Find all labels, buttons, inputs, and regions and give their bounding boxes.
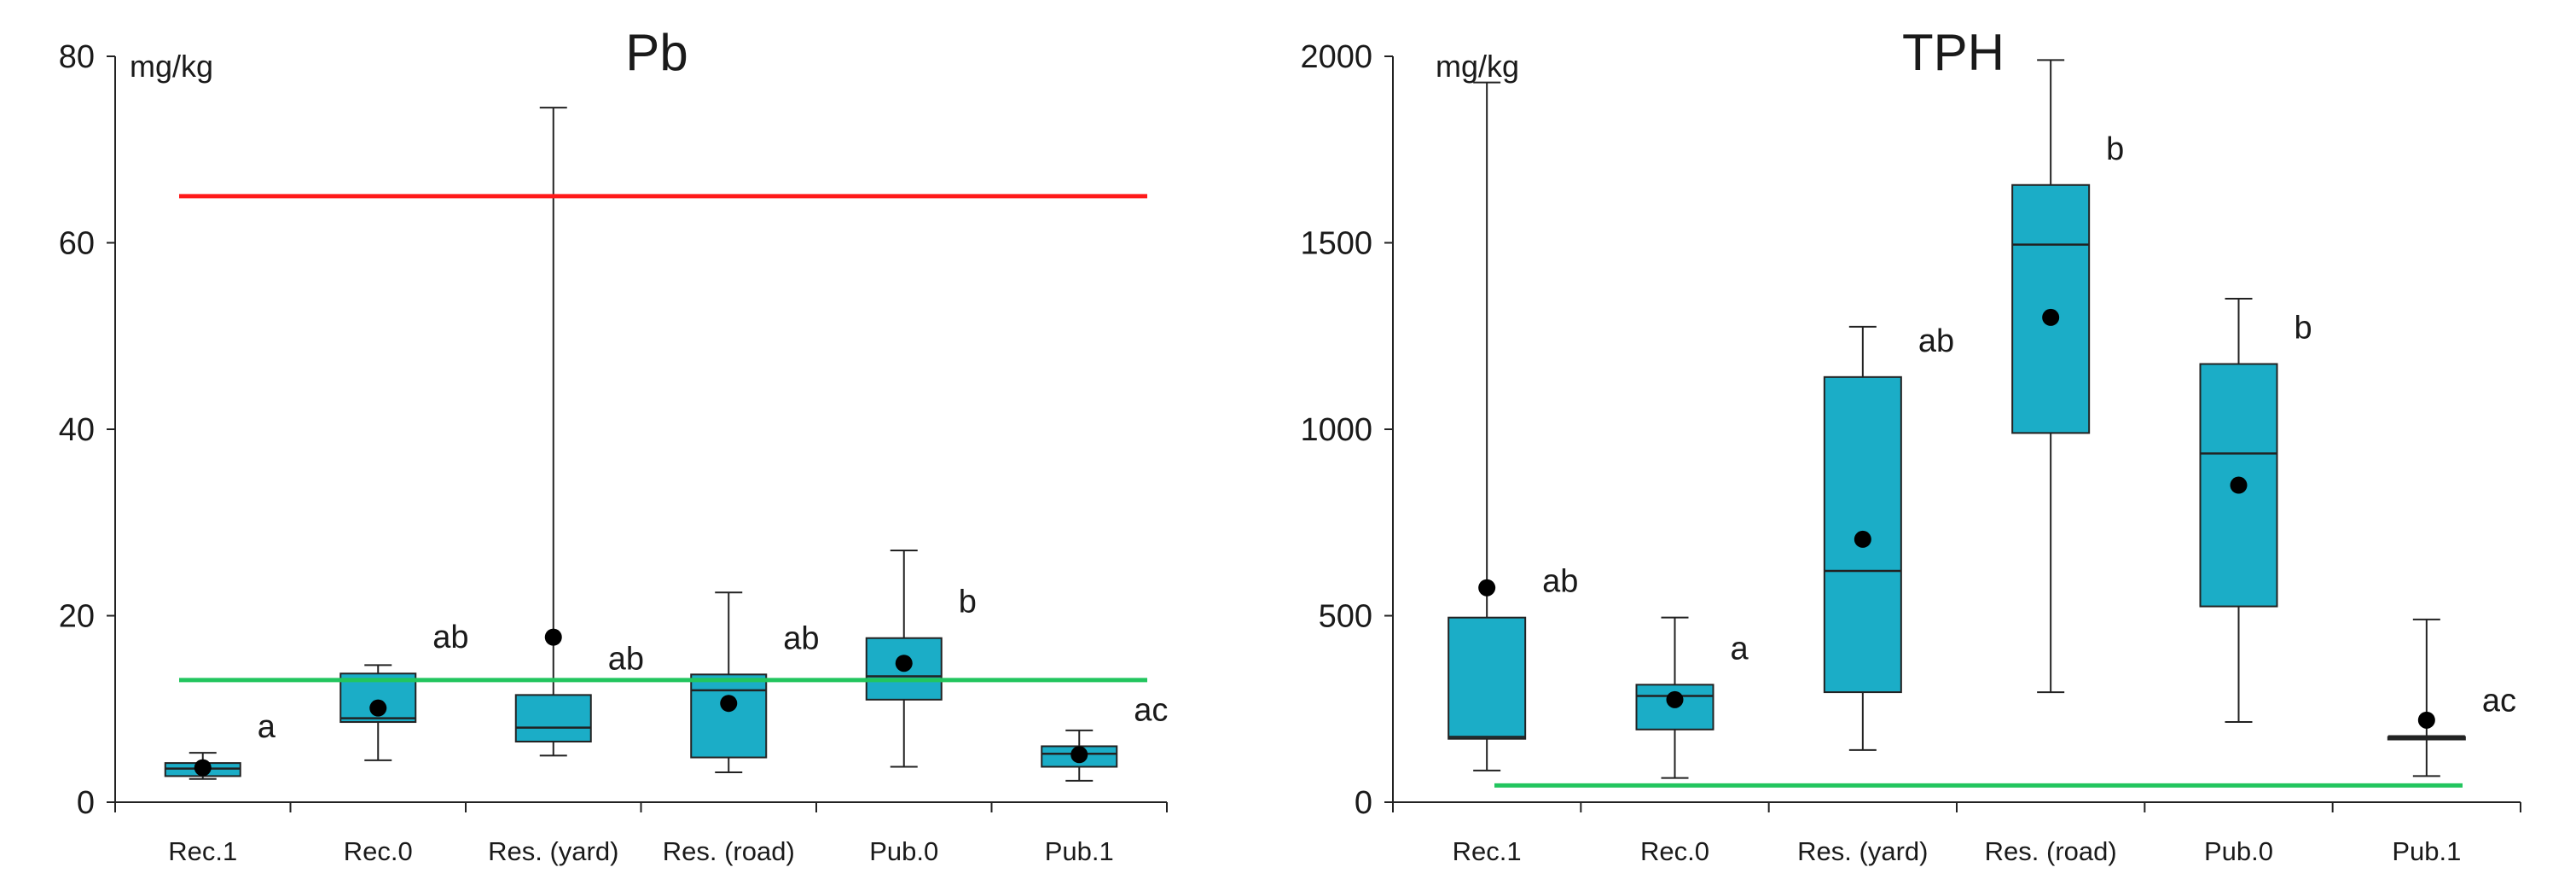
y-tick-label: 1000 [1300, 412, 1372, 448]
box-group: ab [1448, 81, 1578, 771]
box-group: ac [1041, 692, 1168, 782]
y-unit-label: mg/kg [1436, 49, 1519, 84]
chart-pb: Pb mg/kg 0 20 40 60 80 Rec.1 Rec.0 Res. (yard) R… [59, 24, 1169, 866]
significance-label: ab [1542, 564, 1578, 600]
chart-tph: TPH mg/kg 0 500 1000 1500 2000 Rec.1 Rec.0 Res.… [1300, 24, 2521, 866]
x-tick-label: Pub.1 [2392, 836, 2461, 866]
significance-label: ac [2482, 684, 2516, 719]
y-tick-label: 500 [1319, 599, 1372, 635]
significance-label: ab [608, 641, 644, 677]
chart-title: Pb [625, 24, 688, 81]
box-group: ac [2387, 618, 2516, 777]
x-tick-label: Rec.1 [1453, 836, 1522, 866]
y-tick-label: 80 [59, 39, 95, 75]
x-tick-label: Rec.0 [344, 836, 413, 866]
x-tick-label: Pub.0 [2204, 836, 2273, 866]
mean-dot [369, 699, 387, 717]
box-group: ab [690, 591, 820, 774]
y-tick-label: 1500 [1300, 226, 1372, 262]
x-tick-label: Pub.0 [869, 836, 938, 866]
mean-dot [2042, 308, 2060, 326]
mean-dot [895, 655, 913, 672]
box-iqr [1448, 616, 1527, 740]
significance-label: b [959, 585, 977, 620]
box-group: ab [339, 620, 469, 761]
chart-title: TPH [1902, 24, 2005, 81]
x-tick-label: Rec.0 [1640, 836, 1709, 866]
mean-dot [194, 759, 212, 777]
significance-label: ab [783, 620, 819, 656]
y-tick-label: 2000 [1300, 39, 1372, 75]
y-tick-label: 60 [59, 226, 95, 262]
box-iqr [514, 694, 592, 742]
x-tick-label: Res. (yard) [1797, 836, 1928, 866]
mean-dot [1854, 530, 1871, 548]
significance-label: ab [1918, 323, 1954, 359]
mean-dot [720, 695, 738, 713]
y-tick-label: 40 [59, 412, 95, 448]
box-group: ab [514, 107, 644, 757]
y-tick-label: 0 [1355, 785, 1372, 821]
box-group: a [164, 709, 276, 780]
y-tick-label: 0 [77, 785, 95, 821]
significance-label: b [2106, 131, 2124, 167]
mean-dot [1070, 746, 1088, 764]
y-tick-label: 20 [59, 599, 95, 635]
x-tick-label: Pub.1 [1045, 836, 1114, 866]
significance-label: a [258, 709, 276, 745]
mean-dot [1666, 690, 1684, 708]
box-group: ab [1823, 323, 1954, 751]
box-group: b [2199, 298, 2312, 724]
significance-label: ac [1134, 692, 1168, 728]
mean-dot [1478, 579, 1496, 597]
x-tick-label: Res. (yard) [488, 836, 618, 866]
box-group: b [865, 550, 977, 768]
mean-dot [2417, 711, 2435, 729]
box-iqr [690, 673, 768, 759]
x-tick-label: Res. (road) [663, 836, 795, 866]
significance-label: b [2295, 311, 2312, 346]
y-unit-label: mg/kg [130, 49, 213, 84]
box-group: b [2011, 59, 2124, 694]
x-tick-label: Res. (road) [1985, 836, 2117, 866]
x-tick-label: Rec.1 [168, 836, 237, 866]
significance-label: a [1731, 631, 1749, 667]
mean-dot [544, 628, 562, 646]
mean-dot [2230, 476, 2248, 494]
box-group: a [1635, 616, 1749, 779]
significance-label: ab [432, 620, 468, 655]
